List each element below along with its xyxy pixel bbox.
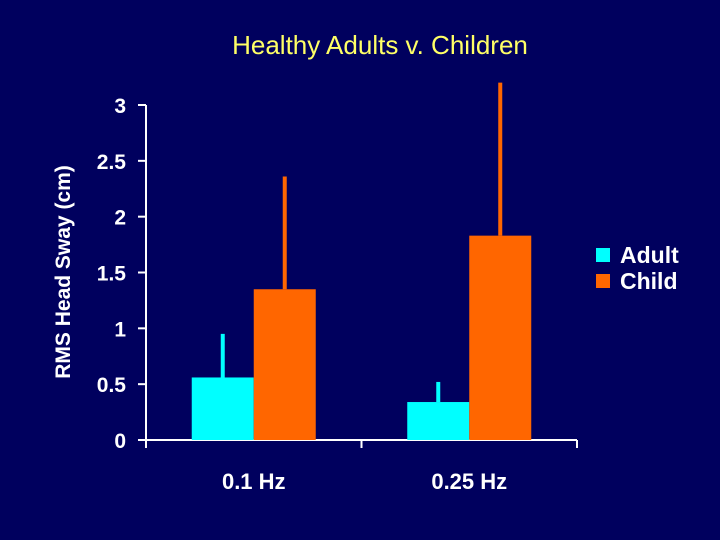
x-tick-label: 0.25 Hz	[431, 469, 507, 494]
y-tick-label: 2.5	[97, 151, 127, 174]
y-axis: 0 0.5 1 1.5 2 2.5 3	[97, 95, 147, 453]
legend-label-child: Child	[620, 267, 678, 294]
legend-swatch-adult	[596, 248, 610, 262]
error-bars	[220, 82, 503, 403]
y-tick-label: 0.5	[97, 374, 127, 397]
chart-title: Healthy Adults v. Children	[232, 30, 528, 60]
y-tick-label: 2	[114, 207, 126, 230]
y-tick-label: 0	[114, 430, 126, 453]
bars	[191, 235, 532, 440]
y-axis-label: RMS Head Sway (cm)	[52, 165, 75, 379]
y-tick-label: 1.5	[97, 263, 127, 286]
legend-label-adult: Adult	[620, 241, 679, 268]
bar-child-0	[253, 289, 316, 440]
y-tick-label: 3	[114, 95, 126, 118]
x-tick-label: 0.1 Hz	[222, 469, 286, 494]
legend-item-child: Child	[596, 268, 679, 294]
bar-adult-0	[191, 377, 254, 440]
x-axis: 0.1 Hz 0.25 Hz	[145, 439, 578, 494]
bar-adult-1	[407, 402, 470, 440]
y-tick-label: 1	[114, 318, 126, 341]
legend-swatch-child	[596, 274, 610, 288]
legend-item-adult: Adult	[596, 242, 679, 268]
bar-child-1	[469, 235, 532, 440]
legend: Adult Child	[596, 242, 679, 294]
